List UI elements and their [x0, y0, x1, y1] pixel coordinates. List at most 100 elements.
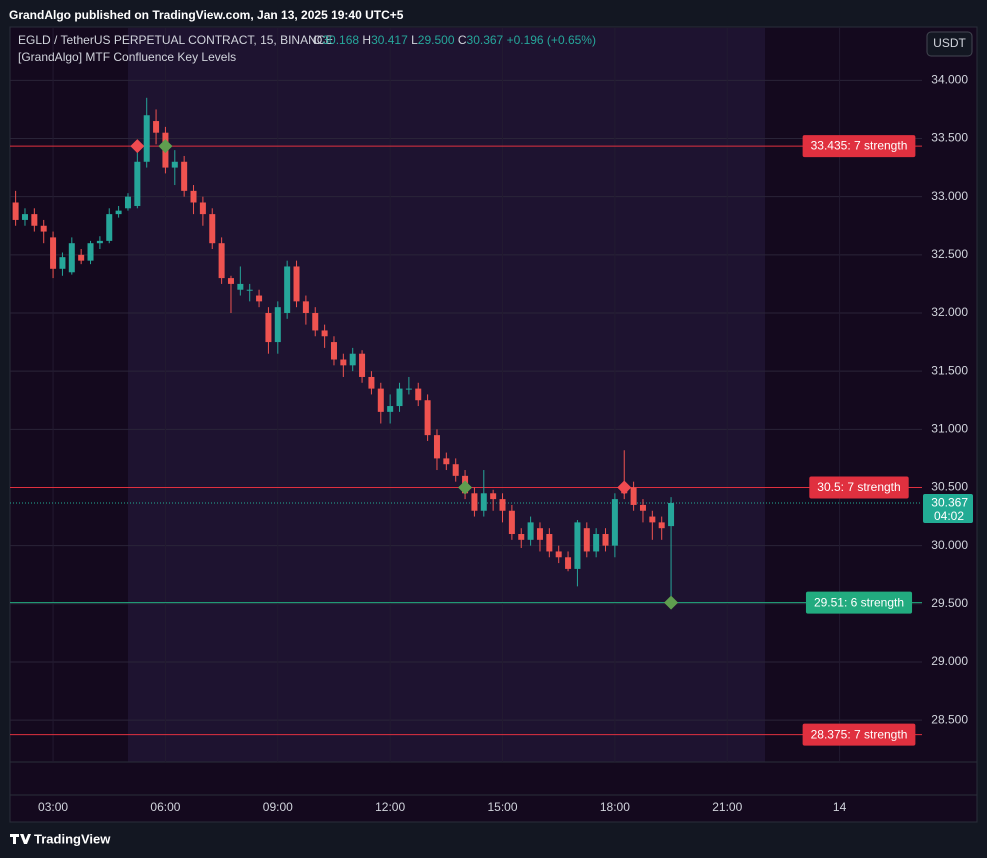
candle-body — [134, 161, 141, 206]
symbol: EGLD / TetherUS PERPETUAL CONTRACT, 15, … — [18, 33, 333, 47]
change: +0.196 (+0.65%) — [507, 33, 596, 47]
candle-body — [668, 502, 675, 527]
candle-body — [574, 522, 581, 569]
countdown: 04:02 — [934, 509, 964, 523]
ohlc-key: L — [411, 33, 418, 47]
y-tick-label: 31.500 — [931, 363, 968, 377]
candle-body — [293, 266, 300, 302]
signal-marker — [130, 139, 145, 154]
y-tick-label: 28.500 — [931, 712, 968, 726]
signal-marker — [617, 480, 632, 495]
candle-body — [181, 161, 188, 191]
candle-body — [349, 353, 356, 366]
candle-body — [593, 534, 600, 552]
last-price-tag — [923, 493, 973, 523]
candle-body — [658, 522, 665, 529]
candle-body — [368, 376, 375, 389]
y-tick-label: 29.000 — [931, 654, 968, 668]
candle-body — [124, 196, 131, 209]
y-tick-label: 34.000 — [931, 73, 968, 87]
candle-body — [115, 210, 122, 215]
candle-body — [602, 534, 609, 546]
candle-body — [68, 243, 75, 273]
candle-body — [143, 115, 150, 162]
candle-body — [340, 359, 347, 366]
key-level-tag — [809, 476, 909, 499]
candle-body — [153, 121, 160, 133]
candle-body — [78, 254, 85, 261]
ohlc-key: O — [313, 33, 322, 47]
candle-body — [377, 388, 384, 412]
candle-body — [480, 493, 487, 511]
footer-logo — [10, 834, 31, 844]
candle-body — [21, 214, 28, 220]
candle-body — [227, 278, 234, 284]
currency-label[interactable]: USDT — [933, 36, 966, 50]
signal-marker — [458, 480, 473, 495]
candle-body — [359, 353, 366, 377]
candle-body — [171, 161, 178, 168]
candle-body — [302, 301, 309, 313]
candle-body — [87, 243, 94, 261]
y-tick-label: 33.500 — [931, 131, 968, 145]
y-tick-label: 30.000 — [931, 538, 968, 552]
candle-body — [471, 493, 478, 511]
candle-body — [527, 522, 534, 540]
ohlc-key: H — [362, 33, 371, 47]
ohlc-value: 29.500 — [418, 33, 455, 47]
currency-button[interactable] — [926, 31, 973, 57]
candle-body — [246, 289, 253, 291]
x-tick-label: 18:00 — [600, 800, 630, 814]
candle-body — [256, 295, 263, 302]
candle-body — [330, 342, 337, 360]
y-tick-label: 30.500 — [931, 480, 968, 494]
x-tick-label: 14 — [833, 800, 847, 814]
candle-body — [31, 214, 38, 226]
candle-body — [649, 516, 656, 523]
candle-body — [199, 202, 206, 215]
x-tick-label: 09:00 — [263, 800, 293, 814]
candle-body — [433, 435, 440, 459]
x-tick-label: 21:00 — [712, 800, 742, 814]
candle-body — [387, 406, 394, 412]
candle-body — [40, 225, 47, 232]
session-shade — [128, 28, 765, 762]
ohlc-value: 30.168 — [322, 33, 359, 47]
indicator-name: [GrandAlgo] MTF Confluence Key Levels — [18, 50, 236, 64]
y-tick-label: 33.000 — [931, 189, 968, 203]
y-tick-label: 32.000 — [931, 305, 968, 319]
ohlc-legend: O30.168 H30.417 L29.500 C30.367 +0.196 (… — [313, 33, 596, 47]
signal-marker — [158, 139, 173, 154]
key-level-tag — [805, 591, 913, 614]
candle-body — [312, 312, 319, 331]
candle-body — [630, 487, 637, 505]
candle-body — [555, 551, 562, 558]
candle-body — [106, 214, 113, 241]
key-level-tag — [802, 135, 916, 158]
candle-body — [499, 499, 506, 511]
key-level-label: 30.5: 7 strength — [817, 480, 900, 494]
x-tick-label: 03:00 — [38, 800, 68, 814]
y-tick-label: 31.000 — [931, 421, 968, 435]
ohlc-value: 30.367 — [467, 33, 504, 47]
candle-body — [508, 510, 515, 535]
candle-body — [237, 283, 244, 290]
last-price-label: 30.367 — [931, 496, 968, 510]
candle-body — [536, 528, 543, 540]
key-level-label: 28.375: 7 strength — [811, 727, 908, 741]
candle-body — [639, 504, 646, 511]
candle-body — [452, 464, 459, 476]
candle-body — [396, 388, 403, 407]
y-tick-label: 29.500 — [931, 596, 968, 610]
candle-body — [565, 557, 572, 569]
signal-marker — [664, 595, 679, 610]
key-level-tag — [802, 723, 916, 746]
candle-body — [284, 266, 291, 313]
x-tick-label: 15:00 — [488, 800, 518, 814]
candle-body — [12, 202, 19, 220]
candle-body — [405, 388, 412, 390]
candle-body — [96, 240, 103, 244]
candle-body — [265, 312, 272, 343]
y-tick-label: 32.500 — [931, 247, 968, 261]
